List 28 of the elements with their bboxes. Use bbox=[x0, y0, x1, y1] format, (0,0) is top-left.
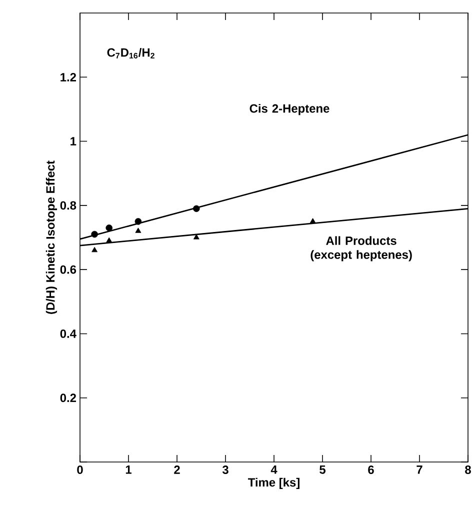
annotation: All Products (except heptenes) bbox=[310, 236, 412, 262]
annotation: Cis 2-Heptene bbox=[250, 104, 330, 116]
x-axis-title: Time [ks] bbox=[248, 478, 300, 489]
x-tick-label: 2 bbox=[174, 466, 180, 474]
x-tick-label: 8 bbox=[465, 466, 471, 474]
y-tick-label: 0.2 bbox=[60, 394, 76, 402]
y-tick-label: 1 bbox=[70, 137, 76, 146]
point bbox=[106, 224, 112, 232]
x-tick-label: 6 bbox=[368, 466, 374, 474]
point bbox=[134, 218, 142, 225]
point bbox=[91, 230, 98, 238]
point bbox=[310, 218, 316, 224]
annotation: C$_{7}$D$_{16}$/H$_{2}$ bbox=[107, 48, 154, 58]
y-tick-label: 1.2 bbox=[60, 72, 76, 82]
x-tick-label: 3 bbox=[222, 466, 228, 474]
x-tick-label: 1 bbox=[126, 466, 132, 474]
y-tick-label: 0.8 bbox=[60, 201, 76, 210]
x-tick-label: 0 bbox=[77, 466, 83, 474]
x-tick-label: 7 bbox=[416, 466, 422, 474]
y-axis-title: (D/H) Kinetic Isotope Effect bbox=[46, 160, 58, 314]
point bbox=[193, 205, 200, 212]
y-tick-label: 0.4 bbox=[60, 329, 76, 338]
point bbox=[106, 237, 112, 242]
x-tick-label: 4 bbox=[270, 466, 278, 474]
point bbox=[135, 228, 142, 233]
y-tick-label: 0.6 bbox=[60, 265, 76, 274]
x-tick-label: 5 bbox=[320, 466, 326, 474]
point bbox=[92, 246, 98, 252]
